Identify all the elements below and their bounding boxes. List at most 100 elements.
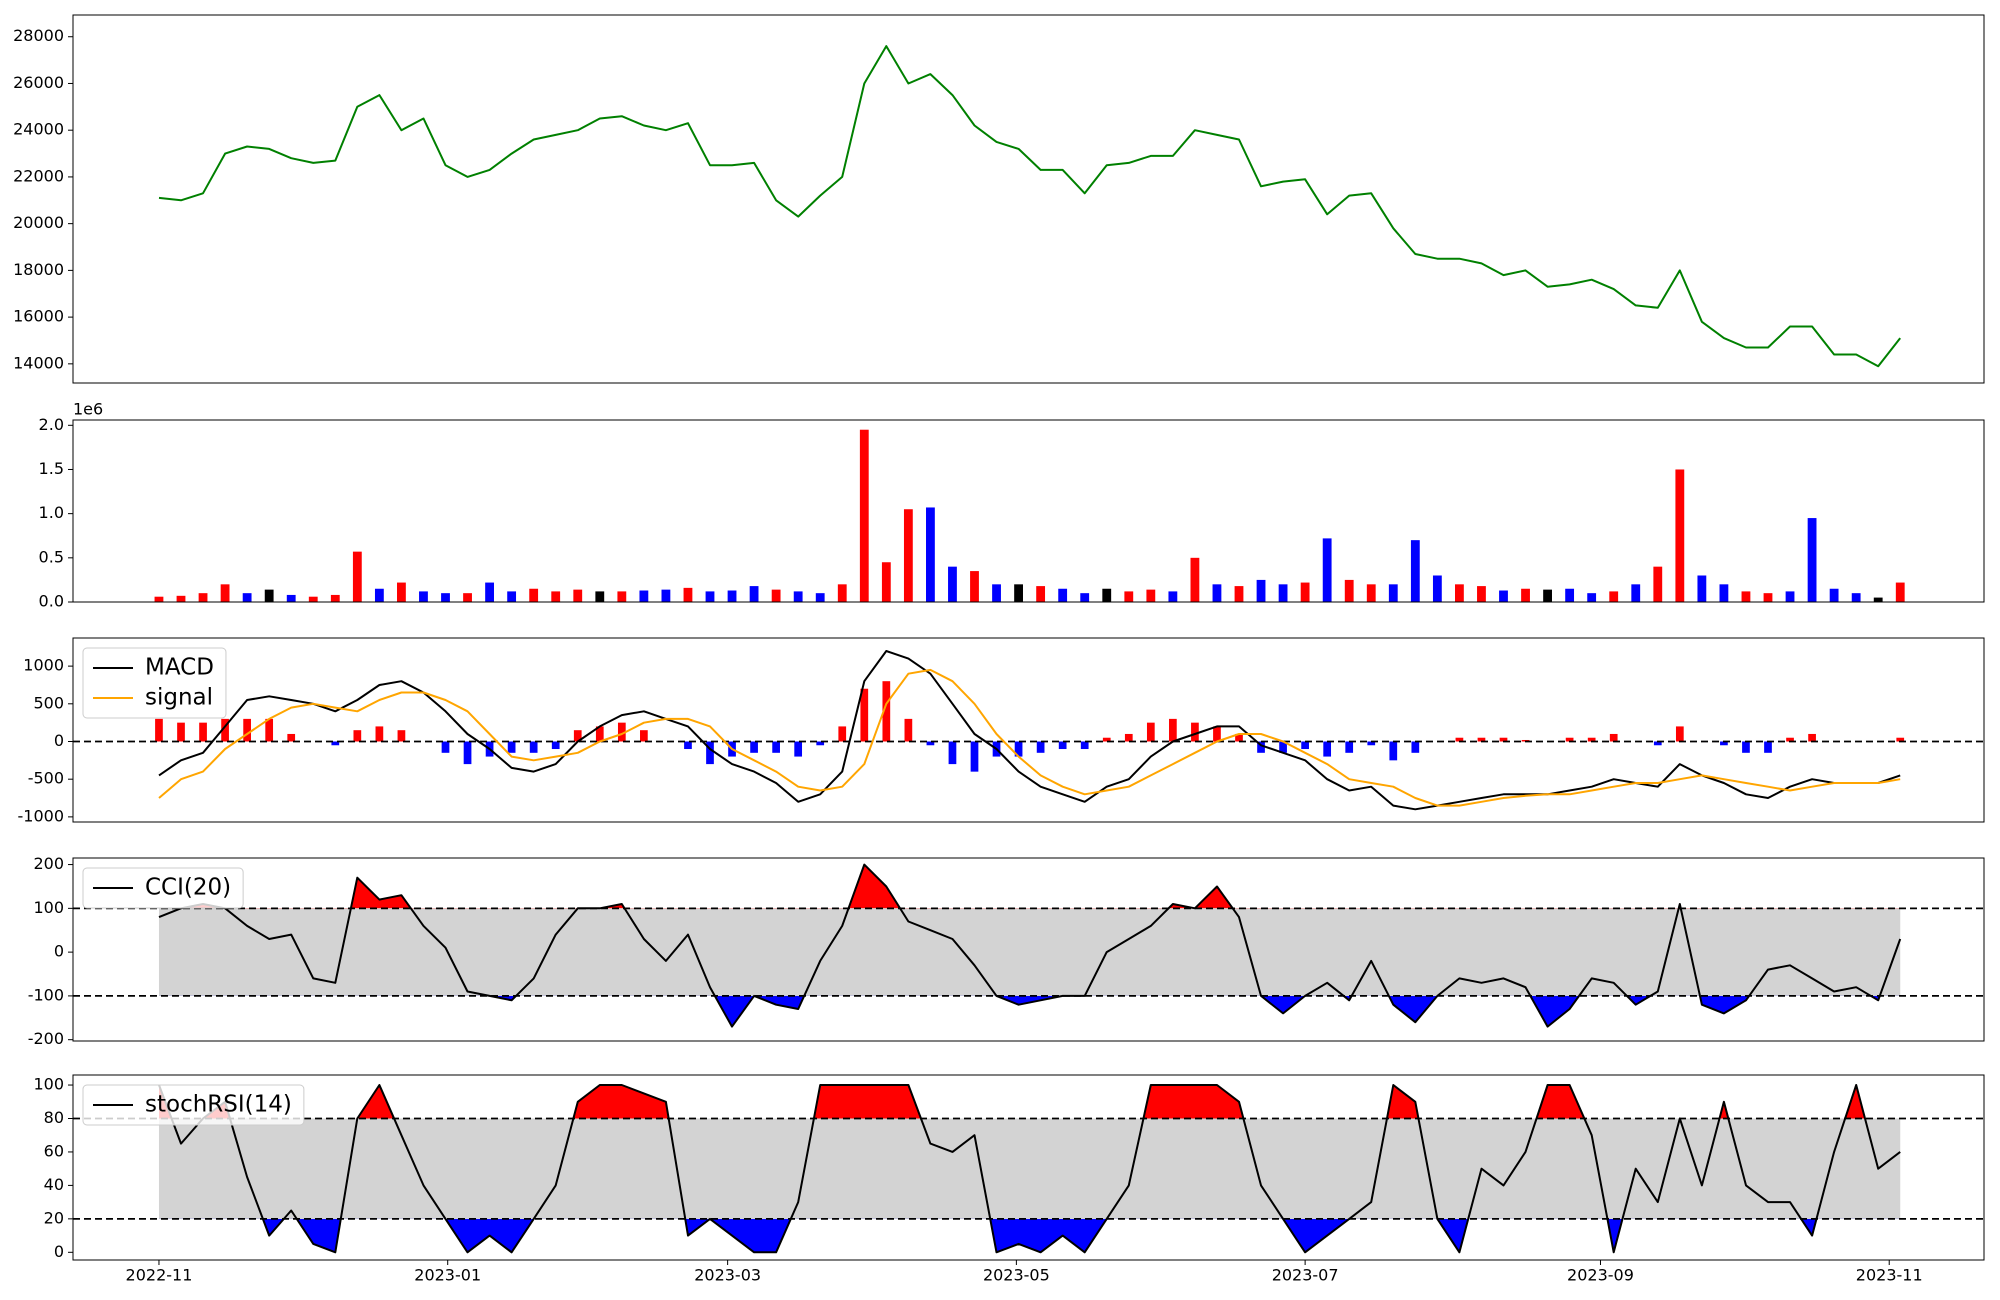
y-tick-label: 0 — [54, 942, 64, 961]
legend-box — [82, 647, 227, 719]
volume-bar — [1366, 584, 1376, 602]
y-tick-label: 16000 — [13, 307, 64, 326]
axes-frame — [72, 1074, 1985, 1261]
histogram-bar — [706, 741, 714, 765]
volume-bar — [1697, 575, 1707, 602]
histogram-bar — [1389, 741, 1398, 761]
volume-bar — [374, 588, 384, 602]
volume-bar — [1763, 593, 1773, 602]
histogram-bar — [573, 730, 582, 742]
series-line — [158, 1084, 1901, 1254]
plot-area — [154, 429, 1905, 602]
volume-bar — [441, 593, 450, 602]
volume-bar — [154, 596, 164, 602]
histogram-bar — [155, 718, 163, 742]
volume-bar — [1719, 584, 1729, 602]
volume-bar — [1873, 597, 1883, 602]
y-tick-label: 20 — [44, 1208, 64, 1227]
x-tick-label: 2023-09 — [1567, 1266, 1634, 1285]
plot-area — [158, 45, 1901, 368]
volume-bar — [1410, 540, 1420, 602]
plot-area — [73, 650, 1984, 811]
histogram-bar — [1367, 741, 1376, 746]
y-tick-label: 1000 — [23, 656, 64, 675]
volume-bar — [485, 582, 494, 602]
histogram-bar — [1675, 726, 1684, 742]
volume-bar — [1388, 584, 1398, 602]
volume-bar — [1124, 591, 1134, 602]
histogram-bar — [375, 726, 384, 742]
x-tick-label: 2023-11 — [1856, 1266, 1923, 1285]
volume-bar — [1146, 589, 1156, 602]
volume-bar — [1256, 579, 1266, 602]
histogram-bar — [397, 730, 406, 742]
histogram-bar — [882, 681, 891, 742]
panel: 0.0 0.5 1.0 1.5 2.0 1e6 — [39, 400, 1985, 611]
volume-bar — [264, 589, 274, 602]
y-tick-label: 2.0 — [39, 415, 64, 434]
histogram-bar — [595, 726, 604, 742]
histogram-bar — [331, 741, 340, 746]
histogram-bar — [529, 741, 538, 753]
offset-text: 1e6 — [73, 400, 103, 419]
histogram-bar — [860, 688, 869, 742]
volume-bar — [308, 596, 318, 602]
y-tick-label: 500 — [33, 693, 64, 712]
volume-bar — [881, 562, 891, 602]
volume-bar — [1102, 588, 1112, 602]
volume-bar — [903, 509, 913, 602]
volume-bar — [397, 582, 406, 602]
volume-bar — [463, 593, 472, 602]
volume-bar — [970, 571, 979, 602]
histogram-bar — [1786, 737, 1794, 742]
y-tick-label: -100 — [28, 985, 64, 1004]
y-tick-label: 0 — [54, 731, 64, 750]
x-tick-label: 2023-07 — [1272, 1266, 1339, 1285]
volume-bar — [1785, 591, 1795, 602]
y-tick-label: 200 — [33, 854, 64, 873]
volume-bar — [242, 593, 252, 602]
histogram-bar — [177, 722, 185, 742]
histogram-bar — [794, 741, 803, 757]
legend: MACD signal — [82, 647, 227, 719]
volume-bar — [595, 591, 605, 602]
volume-bar — [1080, 593, 1090, 602]
volume-bar — [507, 591, 517, 602]
y-tick-label: 0 — [54, 1242, 64, 1261]
volume-bar — [1675, 469, 1685, 602]
series-line — [158, 650, 1901, 811]
volume-bar — [837, 584, 847, 602]
histogram-bar — [1764, 741, 1772, 753]
histogram-bar — [640, 730, 648, 742]
histogram-bar — [617, 722, 626, 742]
series-line — [158, 45, 1901, 368]
panel: -1000 -500 0 500 1000 MACD signal — [18, 637, 1985, 825]
histogram-bar — [1146, 722, 1155, 742]
volume-bar — [1344, 579, 1354, 602]
histogram-bar — [750, 741, 758, 753]
volume-bar — [330, 594, 340, 602]
histogram-bar — [353, 730, 362, 742]
histogram-bar — [1213, 726, 1221, 742]
histogram-bar — [441, 741, 450, 753]
volume-bar — [176, 595, 186, 602]
volume-bar — [1477, 586, 1486, 602]
volume-bar — [1609, 591, 1619, 602]
histogram-bar — [1587, 737, 1596, 742]
volume-bar — [1653, 566, 1663, 602]
legend-box — [82, 1084, 305, 1126]
histogram-bar — [551, 741, 560, 750]
histogram-bar — [1279, 741, 1287, 753]
y-tick-label: 0.5 — [39, 547, 64, 566]
histogram-bar — [1896, 737, 1905, 742]
histogram-bar — [816, 741, 825, 746]
volume-bar — [771, 589, 781, 602]
volume-bar — [1543, 589, 1552, 602]
histogram-bar — [1080, 741, 1089, 750]
volume-bar — [1234, 586, 1244, 602]
volume-bar — [793, 591, 803, 602]
y-tick-label: -200 — [28, 1029, 64, 1048]
volume-bar — [683, 587, 693, 602]
